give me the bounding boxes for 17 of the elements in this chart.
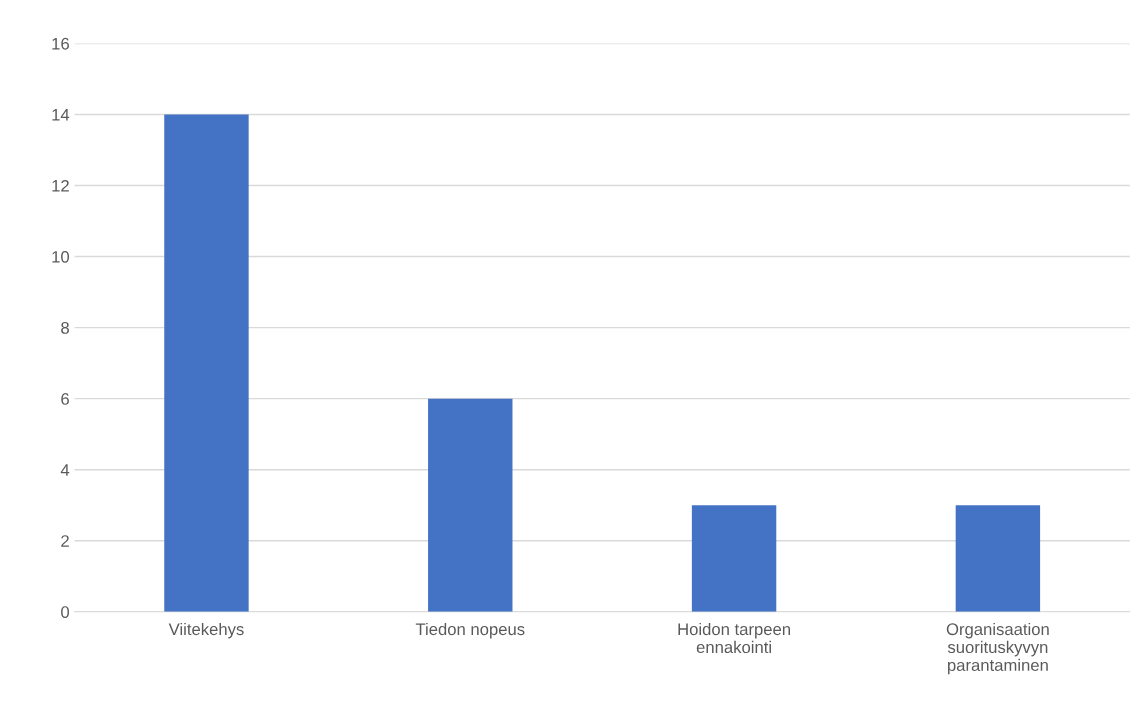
bar	[164, 114, 249, 612]
y-tick-label: 10	[52, 250, 70, 263]
y-tick-label: 4	[60, 464, 70, 476]
x-tick-label: Organisaation suorituskyvyn parantaminen	[946, 622, 1049, 675]
y-tick-label: 2	[61, 535, 69, 547]
y-tick-label: 12	[52, 179, 69, 192]
x-tick-label: Hoidon tarpeen ennakointi	[678, 622, 790, 654]
bar	[428, 398, 513, 612]
y-tick-label: 8	[61, 322, 69, 334]
x-tick-label: Tiedon nopeus	[415, 622, 525, 639]
bar	[691, 505, 777, 612]
bar	[955, 505, 1041, 612]
y-tick-label: 6	[61, 393, 69, 405]
x-tick-label: Viitekehys	[168, 622, 244, 639]
y-tick-label: 0	[61, 606, 70, 618]
y-tick-label: 14	[52, 109, 70, 121]
y-tick-label: 16	[52, 37, 69, 50]
